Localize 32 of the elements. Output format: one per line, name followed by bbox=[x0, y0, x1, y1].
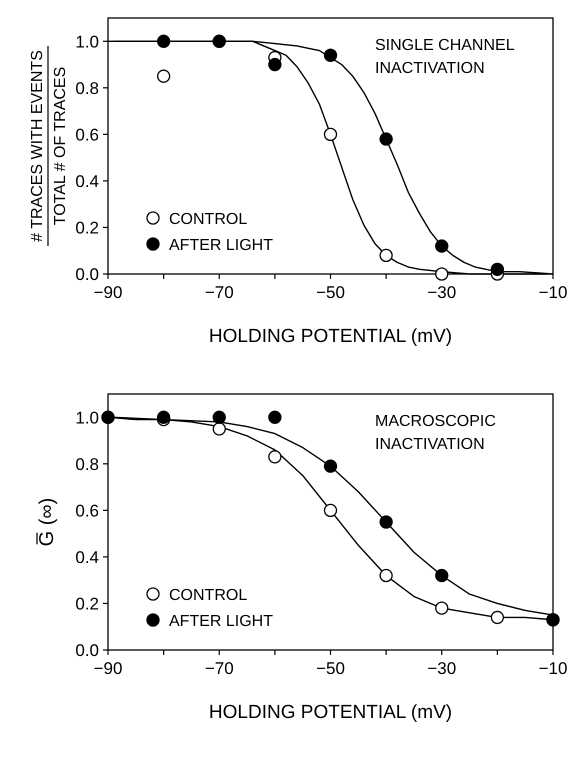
legend-label: AFTER LIGHT bbox=[169, 613, 274, 630]
y-tick-label: 0.6 bbox=[75, 125, 99, 144]
legend-label: CONTROL bbox=[169, 211, 248, 228]
y-tick-label: 0.8 bbox=[75, 454, 99, 474]
x-tick-label: −70 bbox=[204, 283, 234, 302]
x-tick-label: −50 bbox=[316, 283, 345, 302]
y-tick-label: 1.0 bbox=[75, 408, 99, 428]
y-axis-title: # TRACES WITH EVENTS TOTAL # OF TRACES bbox=[29, 50, 69, 242]
y-tick-label: 0.4 bbox=[75, 548, 99, 567]
x-tick-label: −10 bbox=[538, 659, 568, 678]
x-axis-title: HOLDING POTENTIAL (mV) bbox=[208, 702, 452, 723]
x-tick-label: −70 bbox=[204, 659, 234, 678]
annotation: MACROSCOPIC INACTIVATION bbox=[375, 413, 496, 453]
y-tick-label: 0.2 bbox=[75, 218, 99, 238]
x-tick-label: −90 bbox=[94, 659, 122, 678]
y-axis-title: G̅ (∞) bbox=[36, 498, 58, 546]
annotation: SINGLE CHANNEL INACTIVATION bbox=[375, 37, 515, 77]
y-tick-label: 0.2 bbox=[75, 594, 99, 614]
x-tick-label: −30 bbox=[427, 283, 456, 302]
y-tick-label: 0.0 bbox=[75, 641, 99, 660]
y-tick-label: 1.0 bbox=[75, 32, 99, 52]
x-tick-label: −10 bbox=[538, 283, 568, 302]
x-tick-label: −50 bbox=[316, 659, 345, 678]
x-tick-label: −90 bbox=[94, 283, 122, 302]
y-tick-label: 0.0 bbox=[75, 265, 99, 284]
y-tick-label: 0.4 bbox=[75, 172, 99, 191]
y-tick-label: 0.8 bbox=[75, 78, 99, 98]
y-tick-label: 0.6 bbox=[75, 501, 99, 520]
x-tick-label: −30 bbox=[427, 659, 456, 678]
legend-label: AFTER LIGHT bbox=[169, 237, 274, 254]
x-axis-title: HOLDING POTENTIAL (mV) bbox=[208, 326, 452, 347]
legend-label: CONTROL bbox=[169, 587, 248, 604]
